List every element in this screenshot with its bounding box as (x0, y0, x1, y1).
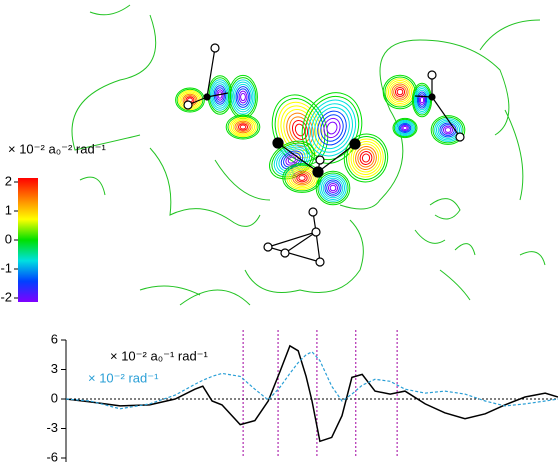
colorbar-tick-label: 2 (5, 173, 12, 188)
contour-line (403, 126, 407, 129)
atom (281, 249, 289, 257)
contour-line (72, 5, 540, 305)
y-tick-label: 6 (51, 331, 58, 346)
contour-line (420, 97, 423, 103)
y-tick-label: 3 (51, 361, 58, 376)
contour-line (241, 93, 246, 100)
atom (456, 133, 464, 141)
y-tick-label: -3 (46, 420, 58, 435)
legend-entry: × 10⁻² rad⁻¹ (88, 370, 159, 385)
atom (312, 228, 320, 236)
contour-line (445, 128, 451, 133)
atom (313, 167, 323, 177)
atom (316, 156, 324, 164)
legend-entry: × 10⁻² a₀⁻¹ rad⁻¹ (110, 348, 209, 363)
atom (429, 94, 435, 100)
y-tick-label: -6 (46, 449, 58, 464)
colorbar (18, 178, 38, 302)
colorbar-label: × 10⁻² a₀⁻² rad⁻¹ (8, 141, 107, 156)
contour-line (356, 148, 375, 169)
atom (184, 101, 192, 109)
figure: × 10⁻² a₀⁻² rad⁻¹ × 10⁻² a₀⁻¹ rad⁻¹ × 10… (0, 0, 558, 466)
contour-line (385, 77, 415, 107)
contour-line (323, 178, 343, 198)
atom (428, 71, 436, 79)
contour-line (325, 180, 341, 196)
atom (264, 243, 272, 251)
contour-line (236, 87, 250, 108)
atom (316, 258, 324, 266)
colorbar-tick-label: 0 (5, 231, 12, 246)
contour-line (228, 116, 258, 138)
atom (273, 138, 283, 148)
contour-line (240, 125, 246, 129)
y-tick-label: 0 (51, 390, 58, 405)
contour-line (362, 153, 370, 162)
contour-line (230, 78, 256, 117)
atom (204, 94, 210, 100)
contour-line (390, 82, 410, 102)
atom (211, 44, 219, 52)
contour-line (440, 123, 456, 137)
contour-plot (72, 5, 545, 305)
colorbar-tick-label: -1 (0, 260, 12, 275)
contour-line (318, 173, 348, 203)
contour-line (294, 123, 306, 137)
contour-line (299, 176, 305, 181)
contour-line (359, 151, 373, 166)
colorbar-tick-label: -2 (0, 289, 12, 304)
contour-line (397, 89, 403, 95)
colorbar-tick-label: 1 (5, 202, 12, 217)
contour-line (392, 84, 408, 100)
contour-line (330, 185, 336, 191)
atom (309, 208, 317, 216)
atom (350, 139, 360, 149)
